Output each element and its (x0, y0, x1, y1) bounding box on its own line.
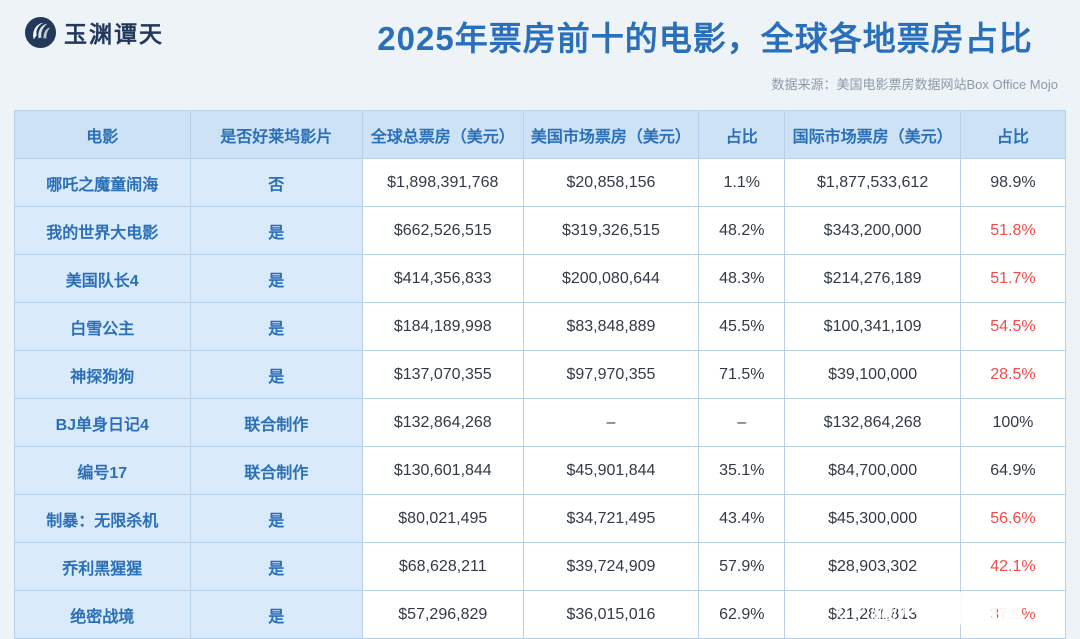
cell-intl_share: 28.5% (959, 350, 1067, 399)
cell-hollywood: 是 (189, 254, 363, 303)
data-source-note: 数据来源：美国电影票房数据网站Box Office Mojo (771, 77, 1058, 92)
cell-movie: 制暴：无限杀机 (14, 494, 191, 543)
page-title: 2025年票房前十的电影，全球各地票房占比 (377, 20, 1033, 57)
cell-us: $83,848,889 (522, 302, 700, 351)
cell-intl: $1,877,533,612 (784, 158, 961, 207)
cell-us: $36,015,016 (522, 590, 700, 639)
cell-us_share: 43.4% (698, 494, 786, 543)
cell-us: $39,724,909 (522, 542, 700, 591)
cell-us: $34,721,495 (522, 494, 700, 543)
cell-global: $414,356,833 (361, 254, 524, 303)
cell-intl_share: 37.1% (959, 590, 1067, 639)
brand-swirl-icon (24, 16, 57, 48)
table-row: 编号17 联合制作 $130,601,844 $45,901,844 35.1% $84,… (14, 446, 1067, 495)
column-header-hollywood: 是否好莱坞影片 (189, 110, 363, 159)
cell-hollywood: 联合制作 (189, 398, 363, 447)
cell-movie: 哪吒之魔童闹海 (14, 158, 191, 207)
cell-intl: $214,276,189 (784, 254, 961, 303)
table-body: 哪吒之魔童闹海否 $1,898,391,768 $20,858,156 1.1% $1,… (14, 158, 1067, 639)
cell-us_share: 45.5% (698, 302, 786, 351)
cell-us_share: 1.1% (698, 158, 786, 207)
cell-hollywood: 联合制作 (189, 446, 363, 495)
cell-us_share: 48.3% (698, 254, 786, 303)
column-header-movie: 电影 (14, 110, 191, 159)
cell-global: $132,864,268 (361, 398, 524, 447)
column-header-intl_share: 占比 (959, 110, 1067, 159)
cell-intl_share: 98.9% (959, 158, 1067, 207)
cell-global: $80,021,495 (361, 494, 524, 543)
column-header-us_share: 占比 (698, 110, 786, 159)
cell-hollywood: 是 (189, 542, 363, 591)
cell-global: $130,601,844 (361, 446, 524, 495)
cell-intl: $45,300,000 (784, 494, 961, 543)
cell-intl: $21,281,813 (784, 590, 961, 639)
cell-hollywood: 是 (189, 350, 363, 399)
cell-movie: 白雪公主 (14, 302, 191, 351)
cell-movie: 我的世界大电影 (14, 206, 191, 255)
cell-intl: $343,200,000 (784, 206, 961, 255)
cell-movie: BJ单身日记4 (14, 398, 191, 447)
table-row: 乔利黑猩猩是 $68,628,211 $39,724,909 57.9% $28,903… (14, 542, 1067, 591)
cell-intl: $84,700,000 (784, 446, 961, 495)
cell-us_share: 57.9% (698, 542, 786, 591)
table-row: 美国队长4 是 $414,356,833 $200,080,644 48.3% $214,… (14, 254, 1067, 303)
cell-movie: 绝密战境 (14, 590, 191, 639)
column-header-intl: 国际市场票房（美元） (784, 110, 961, 159)
table-row: 绝密战境是 $57,296,829 $36,015,016 62.9% $21,281,… (14, 590, 1067, 639)
table-row: 制暴：无限杀机是 $80,021,495 $34,721,495 43.4% $45,3… (14, 494, 1067, 543)
cell-intl_share: 51.7% (959, 254, 1067, 303)
table-row: 神探狗狗是 $137,070,355 $97,970,355 71.5% $39,100… (14, 350, 1067, 399)
cell-intl_share: 54.5% (959, 302, 1067, 351)
cell-intl_share: 100% (959, 398, 1067, 447)
column-header-us: 美国市场票房（美元） (522, 110, 700, 159)
cell-movie: 美国队长4 (14, 254, 191, 303)
cell-hollywood: 是 (189, 302, 363, 351)
table-row: 哪吒之魔童闹海否 $1,898,391,768 $20,858,156 1.1% $1,… (14, 158, 1067, 207)
cell-global: $137,070,355 (361, 350, 524, 399)
table-row: 白雪公主是 $184,189,998 $83,848,889 45.5% $100,34… (14, 302, 1067, 351)
cell-us: $319,326,515 (522, 206, 700, 255)
cell-movie: 编号17 (14, 446, 191, 495)
cell-global: $1,898,391,768 (361, 158, 524, 207)
cell-us: $20,858,156 (522, 158, 700, 207)
brand-logo: 玉渊谭天 (24, 15, 164, 49)
cell-us_share: 35.1% (698, 446, 786, 495)
column-header-global: 全球总票房（美元） (361, 110, 524, 159)
cell-hollywood: 是 (189, 494, 363, 543)
brand-name: 玉渊谭天 (64, 21, 164, 48)
box-office-table: 电影 是否好莱坞影片 全球总票房（美元） 美国市场票房（美元） 占比 国际市场票房（美元）… (14, 110, 1067, 639)
cell-us: $97,970,355 (522, 350, 700, 399)
cell-global: $68,628,211 (361, 542, 524, 591)
table-row: BJ单身日记4 联合制作 $132,864,268– – $132,864,268 100… (14, 398, 1067, 447)
table-header-row: 电影 是否好莱坞影片 全球总票房（美元） 美国市场票房（美元） 占比 国际市场票房（美元）… (14, 110, 1067, 159)
cell-movie: 乔利黑猩猩 (14, 542, 191, 591)
cell-us_share: 48.2% (698, 206, 786, 255)
cell-global: $57,296,829 (361, 590, 524, 639)
cell-us_share: 62.9% (698, 590, 786, 639)
cell-intl: $100,341,109 (784, 302, 961, 351)
cell-intl_share: 51.8% (959, 206, 1067, 255)
cell-us: $200,080,644 (522, 254, 700, 303)
table-row: 我的世界大电影是 $662,526,515 $319,326,515 48.2% $34… (14, 206, 1067, 255)
cell-movie: 神探狗狗 (14, 350, 191, 399)
cell-intl_share: 56.6% (959, 494, 1067, 543)
cell-hollywood: 是 (189, 590, 363, 639)
cell-intl: $39,100,000 (784, 350, 961, 399)
cell-hollywood: 是 (189, 206, 363, 255)
cell-us: $45,901,844 (522, 446, 700, 495)
cell-global: $184,189,998 (361, 302, 524, 351)
cell-intl_share: 42.1% (959, 542, 1067, 591)
cell-hollywood: 否 (189, 158, 363, 207)
cell-global: $662,526,515 (361, 206, 524, 255)
cell-us: – (522, 398, 700, 447)
cell-intl: $132,864,268 (784, 398, 961, 447)
cell-us_share: – (698, 398, 786, 447)
cell-intl: $28,903,302 (784, 542, 961, 591)
cell-intl_share: 64.9% (959, 446, 1067, 495)
cell-us_share: 71.5% (698, 350, 786, 399)
